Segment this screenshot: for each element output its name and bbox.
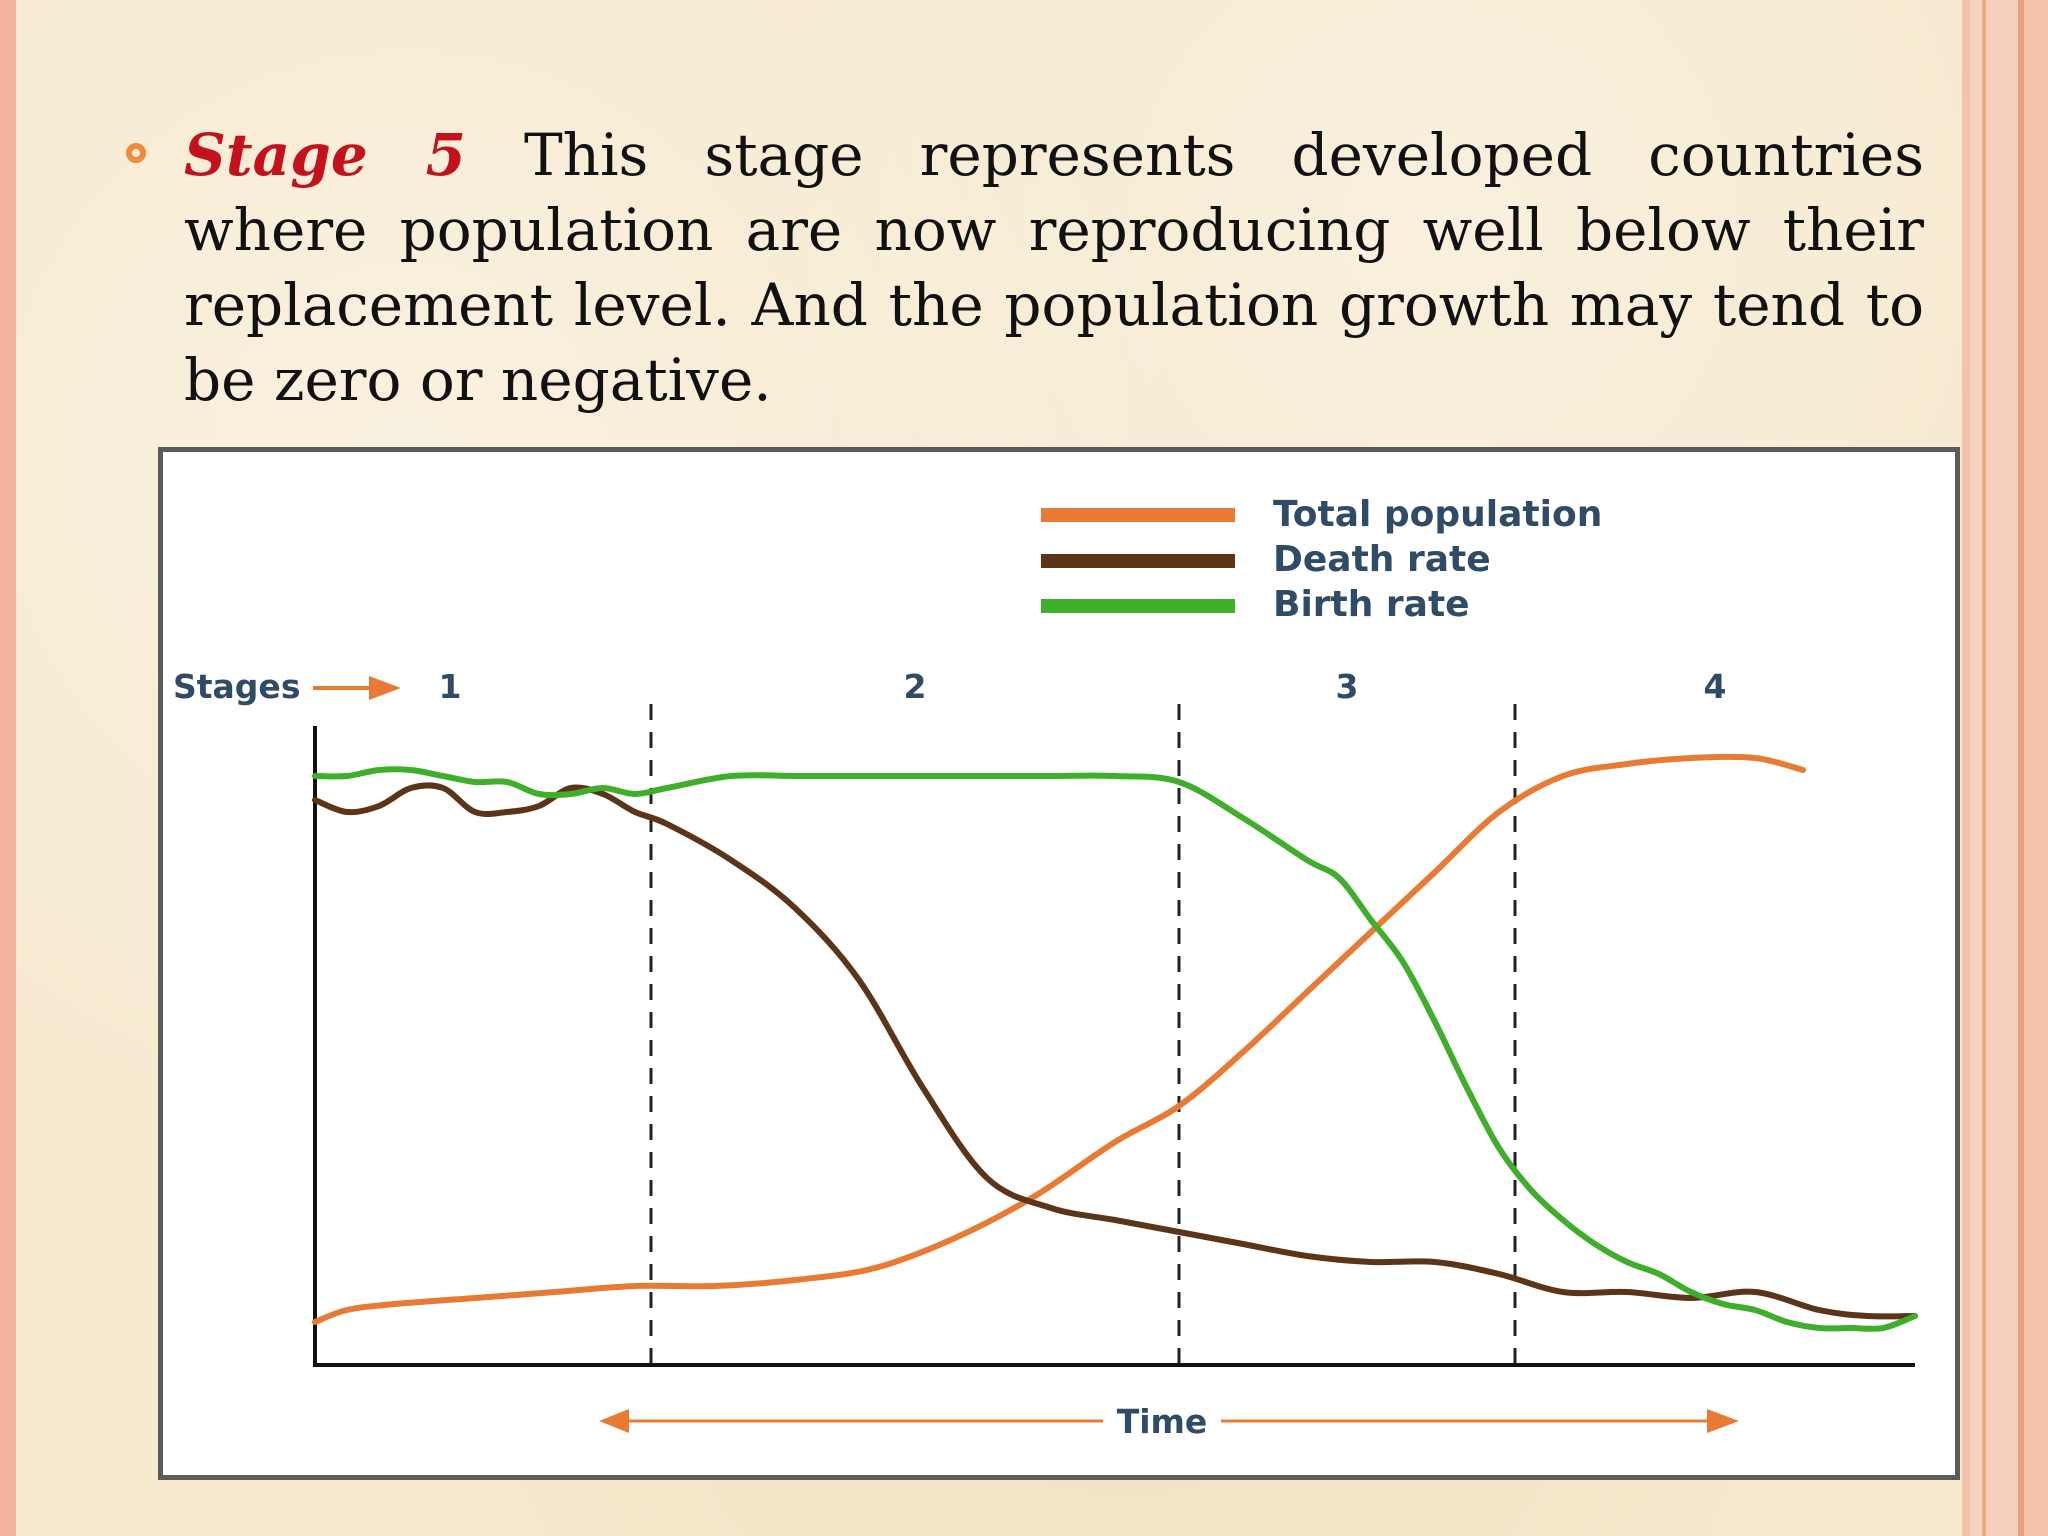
- stage-label-1: 1: [439, 667, 462, 706]
- legend-label-total-population: Total population: [1273, 494, 1602, 535]
- demographic-transition-chart: Total population Death rate Birth rate S…: [158, 447, 1960, 1480]
- series-line-total-population: [312, 753, 1806, 1325]
- series-lines: [312, 753, 1918, 1332]
- stage-label: Stage 5: [184, 121, 466, 189]
- stage-labels: 1 2 3 4: [439, 667, 1727, 706]
- time-arrow-right-icon: [1707, 1409, 1739, 1433]
- stage-label-2: 2: [904, 667, 927, 706]
- right-border-strip: [1962, 0, 2048, 1536]
- left-border-strip: [0, 0, 16, 1536]
- stage-dividers: [649, 704, 1517, 1365]
- chart-svg: Total population Death rate Birth rate S…: [173, 494, 1918, 1441]
- legend-label-death-rate: Death rate: [1273, 539, 1491, 580]
- stages-label: Stages: [173, 667, 300, 706]
- series-line-birth-rate: [312, 766, 1918, 1332]
- stages-arrow-icon: [369, 676, 401, 700]
- stage-description: This stage represents developed countrie…: [184, 121, 1925, 414]
- bullet-circle-icon: [126, 143, 146, 163]
- series-line-death-rate: [312, 782, 1918, 1320]
- stage-label-4: 4: [1704, 667, 1727, 706]
- slide-paragraph: Stage 5 This stage represents developed c…: [184, 118, 1924, 418]
- legend-label-birth-rate: Birth rate: [1273, 584, 1470, 625]
- time-arrow-left-icon: [599, 1409, 629, 1433]
- x-axis-label: Time: [1117, 1402, 1208, 1441]
- stage-label-3: 3: [1336, 667, 1359, 706]
